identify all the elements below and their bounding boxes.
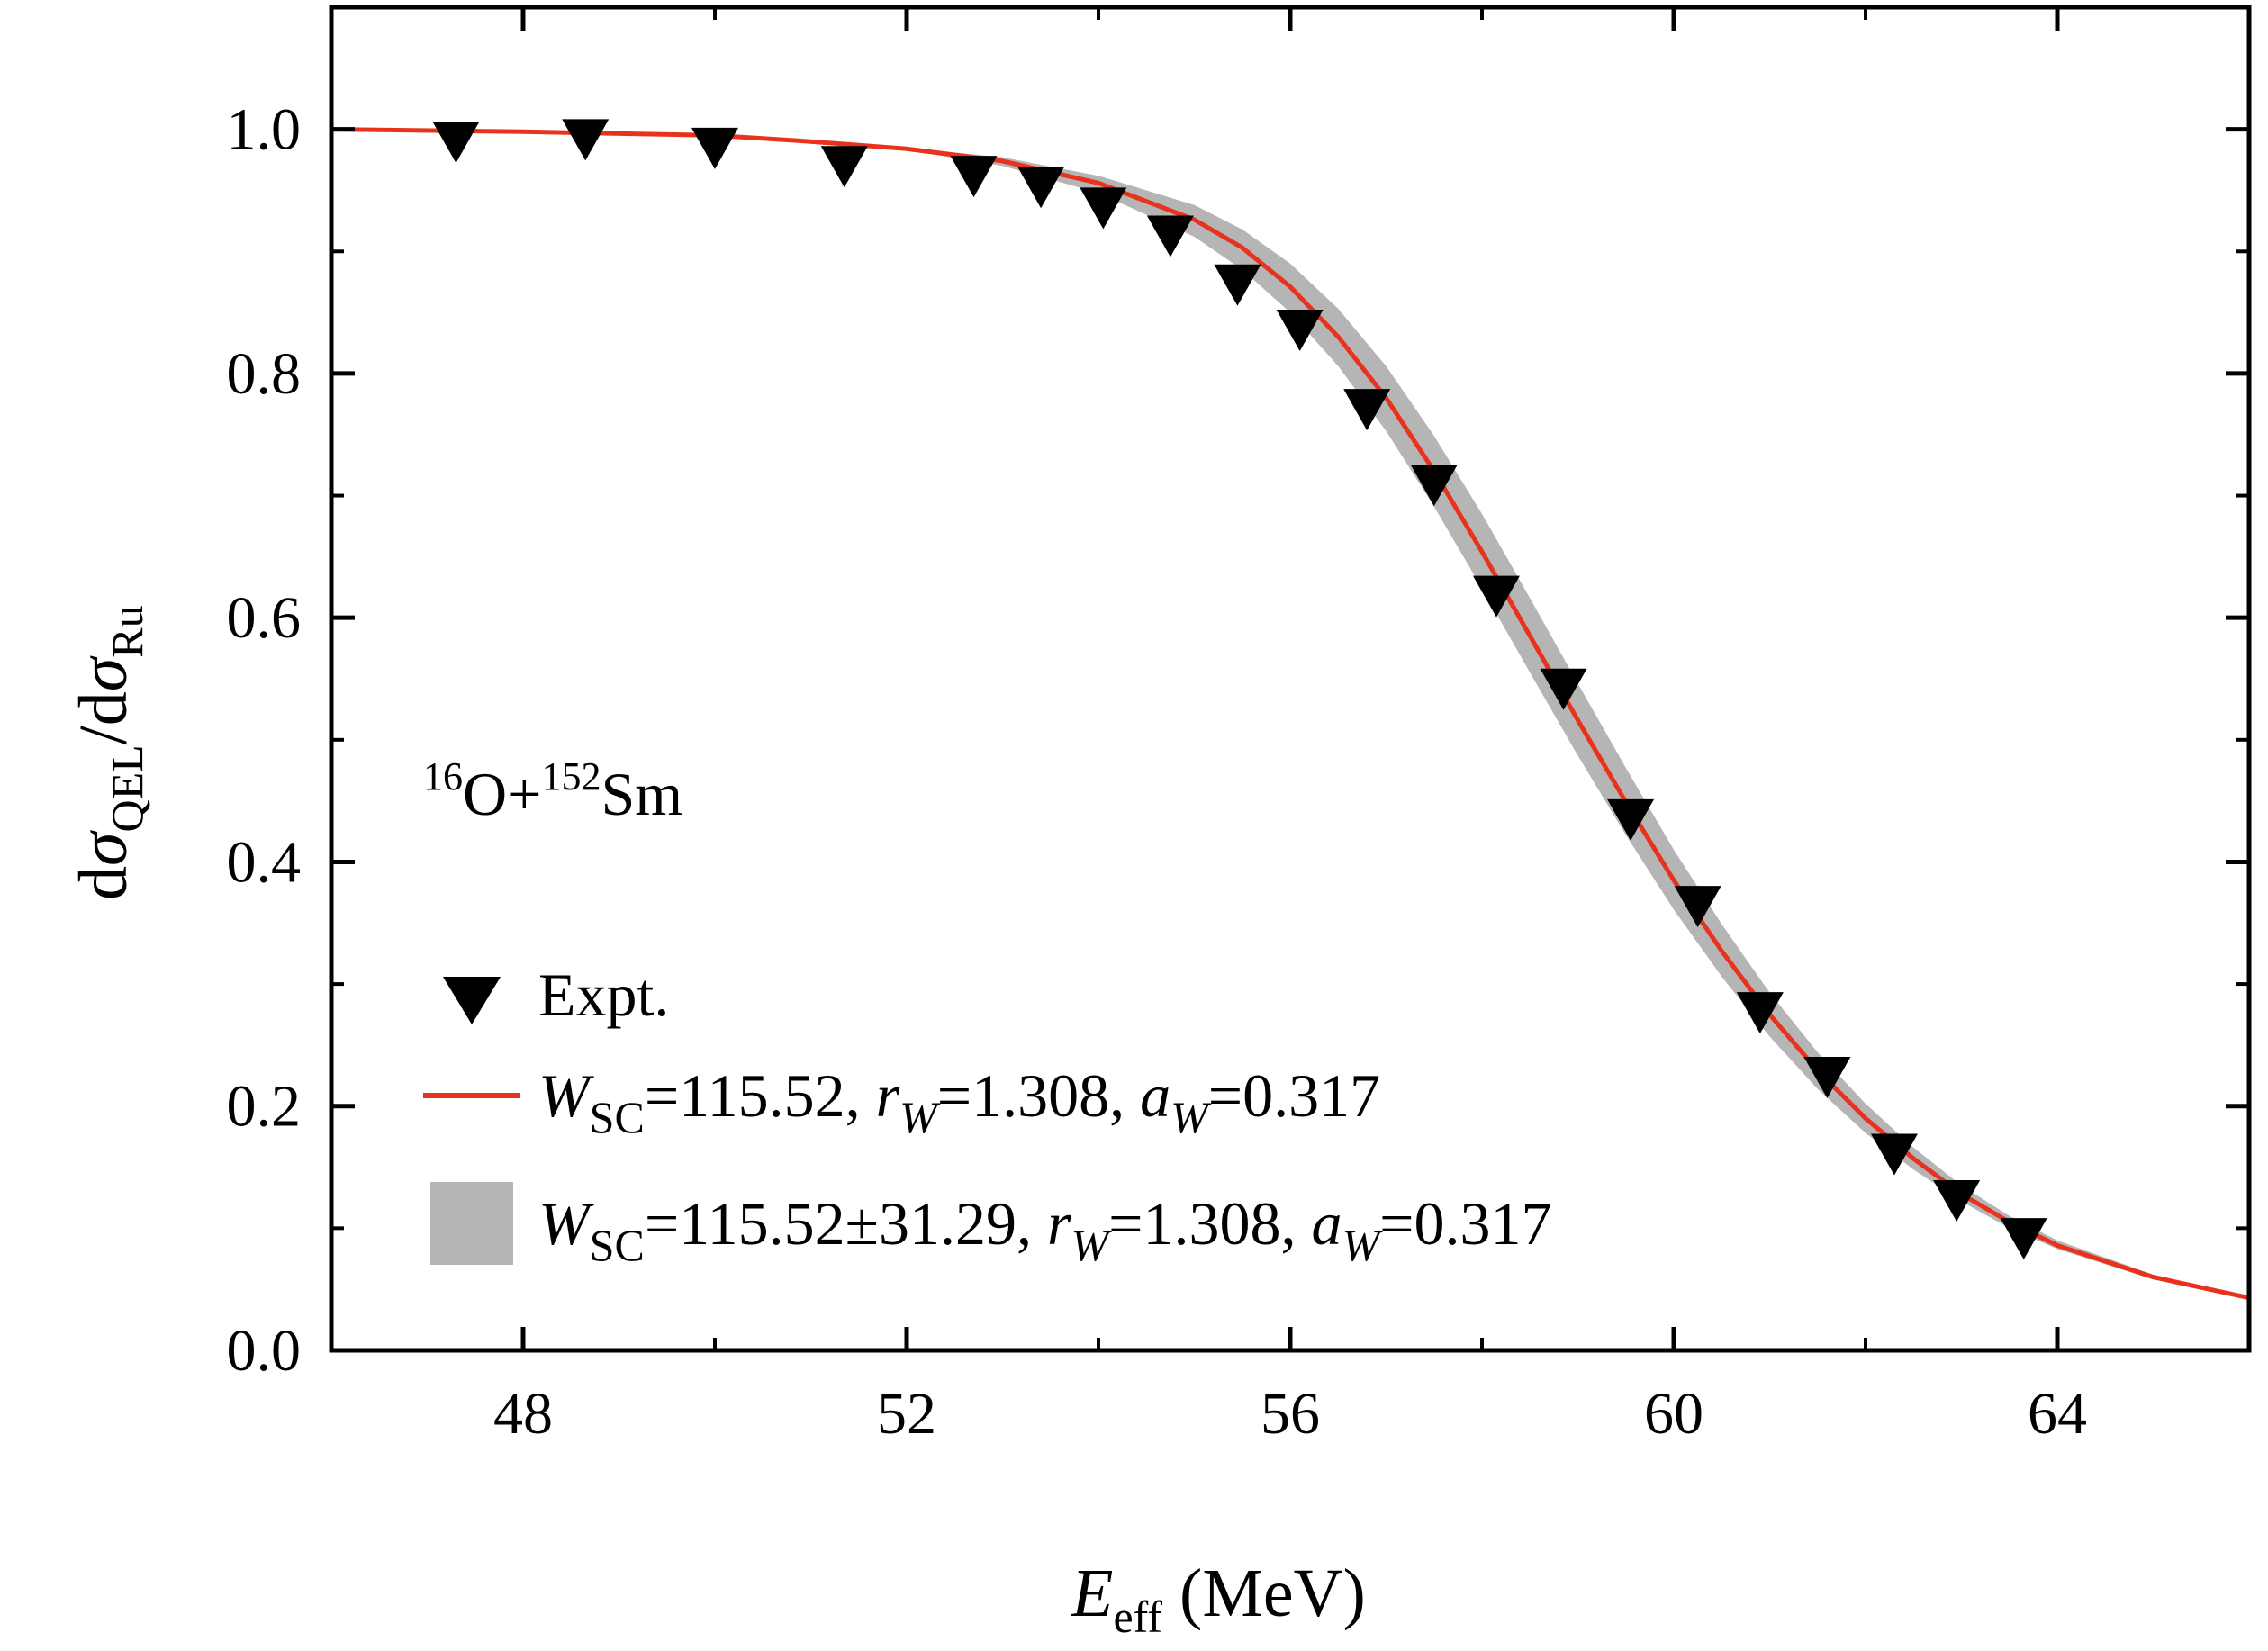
y-tick-label: 0.4 bbox=[227, 829, 302, 895]
y-axis: 0.0 0.2 0.4 0.6 0.8 1.0 bbox=[227, 97, 2249, 1384]
y-tick-label: 0.0 bbox=[227, 1318, 302, 1384]
data-point bbox=[1146, 215, 1194, 257]
legend: Expt. WSC=115.52, rW=1.308, aW=0.317 WSC… bbox=[423, 961, 1551, 1270]
x-tick-label: 48 bbox=[493, 1381, 553, 1447]
data-point bbox=[820, 146, 868, 188]
y-tick-label: 0.8 bbox=[227, 341, 302, 407]
x-axis: 48 52 56 60 64 bbox=[330, 7, 2251, 1447]
reaction-annotation: 16O+152Sm bbox=[423, 754, 682, 828]
x-tick-label: 56 bbox=[1261, 1381, 1320, 1447]
legend-marker-band bbox=[430, 1182, 513, 1265]
legend-label-band: WSC=115.52±31.29, rW=1.308, aW=0.317 bbox=[538, 1189, 1551, 1270]
data-point bbox=[1803, 1057, 1851, 1099]
data-point bbox=[950, 156, 998, 198]
x-tick-label: 60 bbox=[1644, 1381, 1703, 1447]
legend-marker-expt bbox=[443, 977, 501, 1024]
data-point bbox=[1540, 668, 1587, 710]
legend-label-fit-line: WSC=115.52, rW=1.308, aW=0.317 bbox=[538, 1061, 1380, 1142]
y-tick-label: 1.0 bbox=[227, 97, 302, 163]
data-point bbox=[1870, 1133, 1918, 1176]
plot-area bbox=[331, 119, 2249, 1301]
x-axis-title: Eeff (MeV) bbox=[1071, 1556, 1366, 1642]
data-point bbox=[1933, 1180, 1981, 1222]
data-point bbox=[1607, 798, 1655, 841]
y-axis-title: dσQEL/dσRu bbox=[66, 605, 152, 900]
data-point bbox=[1736, 992, 1784, 1034]
data-point bbox=[1472, 575, 1520, 618]
data-point bbox=[691, 127, 738, 169]
data-point bbox=[562, 119, 610, 161]
data-point bbox=[1410, 465, 1458, 507]
y-tick-label: 0.2 bbox=[227, 1074, 302, 1140]
data-point bbox=[1343, 389, 1391, 431]
data-point bbox=[432, 122, 480, 164]
data-point bbox=[1017, 167, 1065, 209]
data-point bbox=[1674, 886, 1721, 928]
data-point bbox=[2000, 1218, 2047, 1260]
x-tick-label: 52 bbox=[877, 1381, 936, 1447]
plot-frame bbox=[329, 5, 2252, 1353]
y-tick-label: 0.6 bbox=[227, 585, 302, 651]
data-point bbox=[1080, 187, 1127, 230]
data-point bbox=[1214, 264, 1261, 306]
data-point bbox=[1276, 309, 1324, 351]
legend-label-expt: Expt. bbox=[538, 961, 669, 1029]
x-tick-label: 64 bbox=[2028, 1381, 2087, 1447]
